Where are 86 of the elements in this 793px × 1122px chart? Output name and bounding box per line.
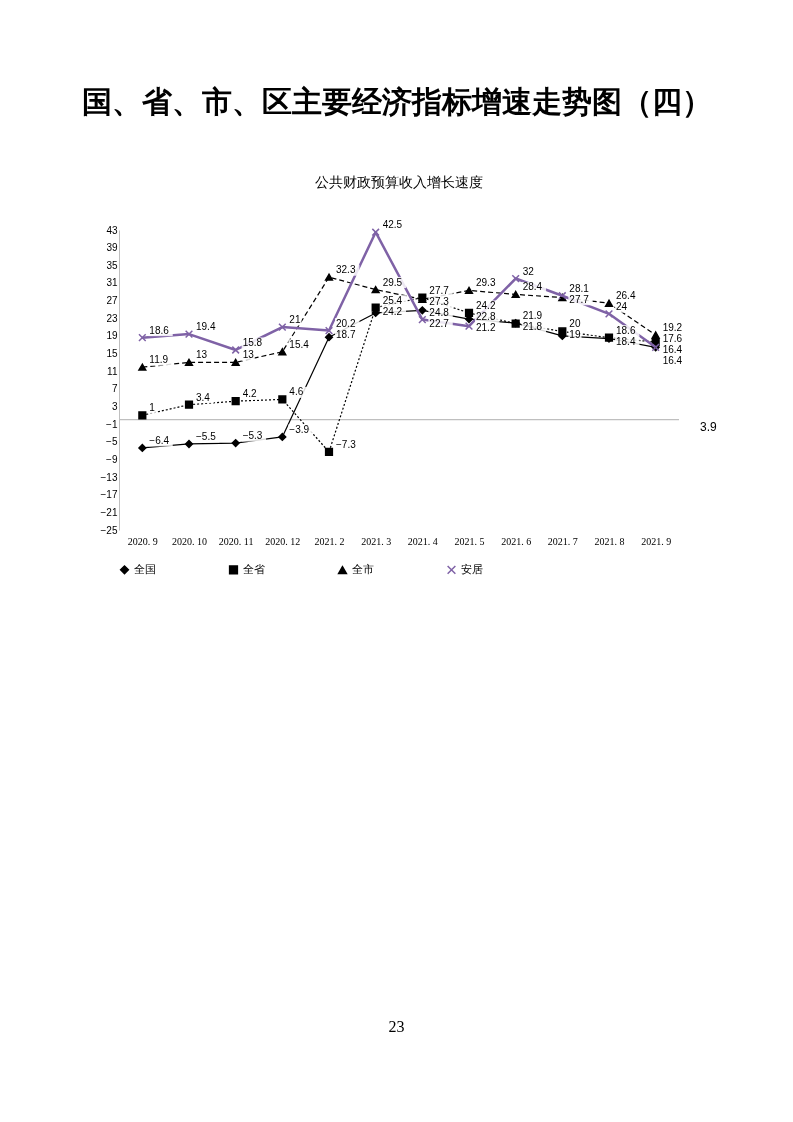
x-tick-label: 2021. 4 — [407, 535, 438, 547]
data-label: 3.4 — [196, 391, 211, 403]
data-label: 42.5 — [382, 219, 403, 231]
data-label: 21.8 — [522, 321, 543, 333]
data-label: 26.4 — [616, 290, 636, 302]
data-label: −6.4 — [149, 434, 170, 446]
data-label: 4.2 — [242, 388, 258, 400]
data-label: 27.7 — [569, 293, 590, 305]
data-label: 4.6 — [289, 386, 304, 398]
x-tick-label: 2021. 7 — [547, 535, 578, 547]
x-tick-label: 2021. 8 — [594, 535, 625, 547]
y-tick-label: 31 — [106, 277, 118, 289]
data-label: −5.5 — [196, 430, 217, 442]
data-label: 29.3 — [476, 277, 496, 289]
data-label: 28.4 — [522, 281, 543, 293]
y-tick-label: 35 — [106, 259, 118, 271]
x-tick-label: 2021. 6 — [501, 535, 532, 547]
data-label: 11.9 — [149, 354, 169, 366]
y-tick-label: 15 — [106, 348, 118, 360]
data-label: 17.6 — [662, 333, 683, 344]
x-tick-label: 2021. 9 — [641, 535, 672, 547]
y-tick-label: 43 — [106, 224, 118, 236]
data-label: 28.1 — [569, 282, 590, 294]
y-tick-label: 23 — [106, 312, 118, 324]
data-label: −3.9 — [289, 423, 310, 435]
y-tick-label: −5 — [106, 436, 118, 448]
data-label: 15.4 — [289, 338, 310, 350]
data-label: 20 — [569, 318, 581, 330]
legend-label: 安居 — [461, 562, 483, 576]
data-label: 19.4 — [196, 321, 216, 333]
data-label: 27.3 — [429, 295, 450, 307]
data-label: 24.2 — [476, 299, 496, 311]
data-label: 29.5 — [382, 276, 403, 288]
data-label: 27.7 — [429, 284, 450, 296]
y-tick-label: 11 — [107, 365, 118, 377]
y-tick-label: 27 — [106, 295, 118, 307]
data-label: 21 — [289, 314, 301, 326]
x-tick-label: 2020. 9 — [127, 535, 158, 547]
data-label: −7.3 — [336, 438, 357, 450]
y-tick-label: 7 — [111, 383, 118, 395]
data-label: 21.2 — [476, 321, 496, 333]
data-label: 16.4 — [662, 344, 683, 355]
y-tick-label: −21 — [100, 506, 118, 518]
data-label: 1 — [149, 402, 156, 414]
data-label: 18.4 — [616, 335, 636, 347]
data-label: 19 — [569, 329, 581, 341]
data-label: 15.8 — [242, 337, 263, 348]
legend-label: 全市 — [352, 563, 374, 577]
data-label: 13 — [242, 349, 255, 361]
data-label: 13 — [196, 349, 208, 361]
legend-label: 全省 — [243, 562, 265, 576]
data-label: 24.2 — [382, 305, 403, 317]
data-label: 22.7 — [429, 317, 450, 329]
data-label: 32.3 — [336, 264, 356, 276]
x-tick-label: 2021. 3 — [361, 535, 392, 547]
y-tick-label: −9 — [106, 453, 118, 465]
x-tick-label: 2020. 12 — [265, 535, 301, 547]
y-tick-label: 39 — [106, 242, 118, 254]
x-tick-label: 2021. 5 — [454, 535, 485, 547]
data-label: 18.6 — [616, 324, 636, 336]
data-label: 24.8 — [429, 306, 450, 318]
data-label: 21.9 — [522, 310, 543, 322]
y-tick-label: 3 — [111, 400, 118, 412]
data-label: 16.4 — [662, 355, 683, 366]
y-tick-label: −1 — [106, 418, 118, 430]
text: 23 — [387, 1018, 406, 1036]
data-label: 25.4 — [382, 294, 403, 306]
y-tick-label: 19 — [106, 330, 118, 342]
text: 3.9 — [700, 420, 717, 434]
y-tick-label: −25 — [100, 524, 118, 536]
data-label: 19.2 — [662, 322, 683, 333]
x-tick-label: 2021. 2 — [314, 535, 345, 547]
data-label: 20.2 — [336, 317, 356, 329]
chart-title: 国、省、市、区主要经济指标增速走势图（四） — [80, 83, 713, 121]
data-label: 24 — [616, 301, 628, 313]
x-tick-label: 2020. 11 — [218, 535, 254, 547]
legend-label: 全国 — [134, 562, 156, 576]
chart-subtitle: 公共财政预算收入增长速度 — [315, 173, 483, 190]
data-label: 22.8 — [476, 310, 496, 322]
data-label: −5.3 — [242, 430, 263, 442]
data-label: 18.7 — [336, 328, 356, 340]
y-tick-label: −17 — [100, 489, 118, 501]
data-label: 32 — [522, 265, 535, 277]
y-tick-label: −13 — [100, 471, 118, 483]
x-tick-label: 2020. 10 — [172, 535, 207, 547]
data-label: 18.6 — [149, 324, 170, 336]
